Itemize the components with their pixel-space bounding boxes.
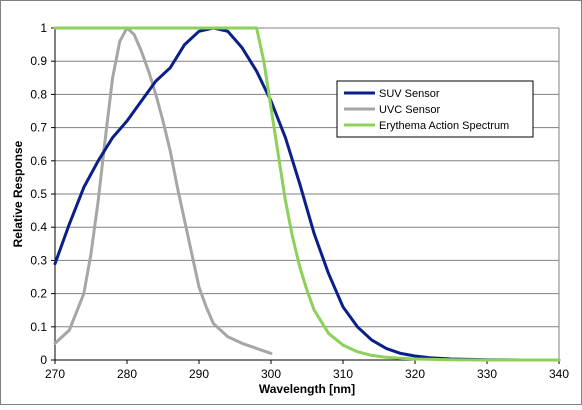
series-line-uvc-sensor (53, 26, 273, 355)
y-tick-label: 0.7 (30, 121, 47, 135)
x-tick-label: 280 (117, 367, 137, 381)
y-tick-label: 1 (40, 21, 47, 35)
x-tick-label: 340 (549, 367, 569, 381)
series-lines (53, 26, 561, 362)
legend: SUV Sensor UVC Sensor Erythema Action Spec… (336, 80, 534, 138)
series-line-erythema-action-spectrum (53, 26, 561, 362)
tick-labels: 0 0.1 0.2 0.3 0.4 0.5 0.6 0.7 0.8 0.9 1 270 280 290 30… (30, 21, 569, 381)
x-tick-label: 330 (477, 367, 497, 381)
y-tick-label: 0 (40, 353, 47, 367)
x-tick-label: 290 (189, 367, 209, 381)
y-axis-title: Relative Response (11, 140, 25, 247)
legend-label: UVC Sensor (379, 104, 440, 116)
y-tick-label: 0.2 (30, 287, 47, 301)
x-tick-label: 320 (405, 367, 425, 381)
legend-label: SUV Sensor (379, 88, 440, 100)
y-tick-label: 0.8 (30, 87, 47, 101)
x-axis-title: Wavelength [nm] (259, 382, 355, 396)
y-tick-label: 0.5 (30, 187, 47, 201)
y-tick-label: 0.9 (30, 54, 47, 68)
y-tick-label: 0.1 (30, 320, 47, 334)
y-tick-label: 0.3 (30, 253, 47, 267)
legend-label: Erythema Action Spectrum (379, 120, 509, 132)
y-tick-label: 0.4 (30, 220, 47, 234)
x-tick-label: 300 (261, 367, 281, 381)
x-tick-label: 310 (333, 367, 353, 381)
x-tick-label: 270 (45, 367, 65, 381)
y-tick-label: 0.6 (30, 154, 47, 168)
